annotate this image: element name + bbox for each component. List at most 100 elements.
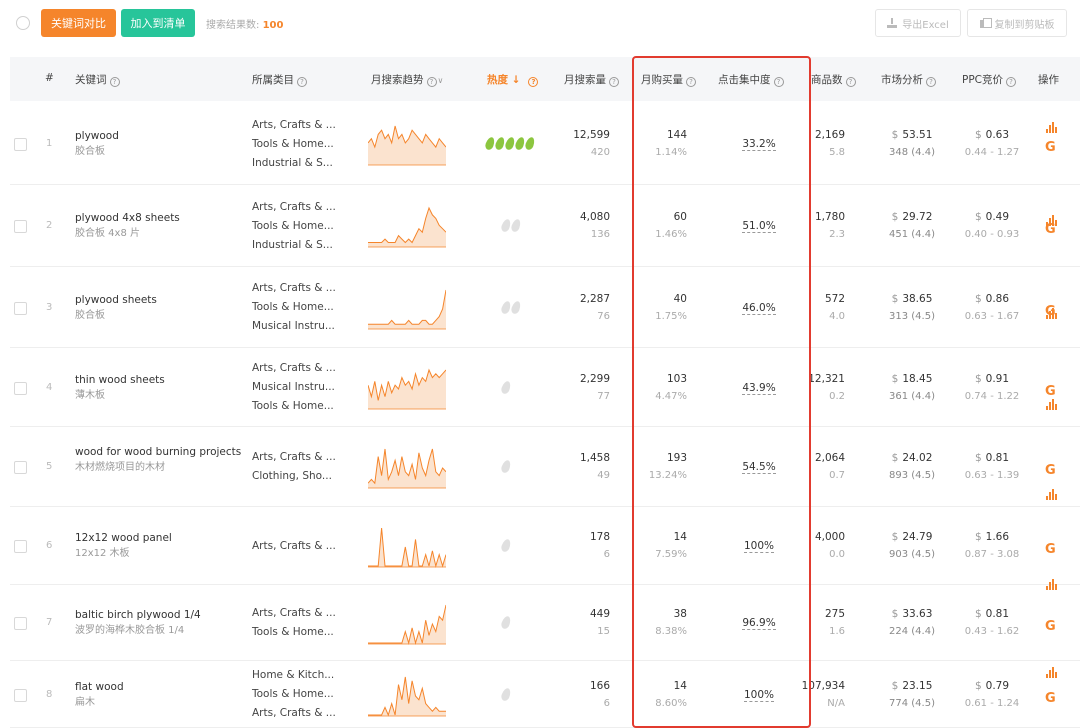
market-price[interactable]: $29.72 <box>872 209 952 226</box>
bar-chart-icon[interactable] <box>1046 579 1058 590</box>
trend-sparkline[interactable] <box>368 122 446 166</box>
header-monthly-purchase[interactable]: 月购买量? <box>641 72 696 87</box>
keyword-cell[interactable]: thin wood sheets 薄木板 <box>75 373 245 403</box>
row-checkbox[interactable] <box>14 138 27 151</box>
help-icon[interactable]: ? <box>845 77 856 87</box>
category-label[interactable]: Arts, Crafts & ... <box>252 607 336 619</box>
row-checkbox[interactable] <box>14 301 27 315</box>
bar-chart-icon[interactable] <box>1046 667 1058 678</box>
google-icon[interactable]: G <box>1045 222 1056 237</box>
bar-chart-icon[interactable] <box>1046 307 1058 319</box>
export-excel-button[interactable]: 导出Excel <box>875 9 961 37</box>
category-label[interactable]: Arts, Crafts & ... <box>252 282 336 294</box>
help-icon[interactable]: ? <box>426 77 437 87</box>
category-label[interactable]: Arts, Crafts & ... <box>252 451 336 463</box>
keyword-en[interactable]: flat wood <box>75 680 124 693</box>
click-concentration-value[interactable]: 100% <box>743 540 775 553</box>
market-price[interactable]: $53.51 <box>872 127 952 144</box>
market-price[interactable]: $38.65 <box>872 291 952 308</box>
google-icon[interactable]: G <box>1045 619 1056 634</box>
category-label[interactable]: Musical Instru... <box>252 320 335 332</box>
table-row[interactable] <box>10 427 1080 507</box>
category-label[interactable]: Home & Kitch... <box>252 669 335 681</box>
market-price[interactable]: $33.63 <box>872 606 952 623</box>
market-price[interactable]: $24.02 <box>872 450 952 467</box>
keyword-cell[interactable]: wood for wood burning projects 木材燃烧项目的木材 <box>75 445 245 475</box>
row-checkbox[interactable] <box>14 220 27 233</box>
keyword-cell[interactable]: plywood sheets 胶合板 <box>75 293 245 323</box>
bar-chart-icon[interactable] <box>1046 398 1058 410</box>
category-label[interactable]: Tools & Home... <box>252 400 334 412</box>
google-icon[interactable]: G <box>1045 690 1056 706</box>
market-price[interactable]: $23.15 <box>872 678 952 695</box>
ppc-bid[interactable]: $0.79 <box>952 678 1032 695</box>
trend-sparkline[interactable] <box>368 601 446 645</box>
table-row[interactable] <box>10 507 1080 585</box>
google-icon[interactable]: G <box>1045 383 1056 399</box>
help-icon[interactable]: ? <box>773 77 784 87</box>
category-label[interactable]: Tools & Home... <box>252 301 334 313</box>
category-label[interactable]: Arts, Crafts & ... <box>252 200 336 213</box>
keyword-cell[interactable]: baltic birch plywood 1/4 波罗的海桦木胶合板 1/4 <box>75 608 245 638</box>
category-label[interactable]: Industrial & S... <box>252 156 333 169</box>
google-icon[interactable]: G <box>1045 140 1056 155</box>
trend-sparkline[interactable] <box>368 286 446 330</box>
keyword-en[interactable]: baltic birch plywood 1/4 <box>75 609 201 621</box>
keyword-compare-button[interactable]: 关键词对比 <box>41 9 116 37</box>
trend-sparkline[interactable] <box>368 524 446 568</box>
category-label[interactable]: Arts, Crafts & ... <box>252 539 336 552</box>
copy-clipboard-button[interactable]: 复制到剪贴板 <box>967 9 1067 37</box>
table-row[interactable] <box>10 267 1080 348</box>
click-concentration-value[interactable]: 54.5% <box>742 461 776 474</box>
ppc-bid[interactable]: $0.91 <box>952 371 1032 388</box>
bar-chart-icon[interactable] <box>1046 489 1058 500</box>
ppc-bid[interactable]: $0.86 <box>952 291 1032 308</box>
row-checkbox[interactable] <box>14 617 27 630</box>
trend-sparkline[interactable] <box>368 204 446 248</box>
google-icon[interactable]: G <box>1045 463 1056 478</box>
keyword-cell[interactable]: plywood 胶合板 <box>75 129 245 159</box>
ppc-bid[interactable]: $0.81 <box>952 450 1032 467</box>
keyword-en[interactable]: plywood sheets <box>75 293 157 306</box>
market-price[interactable]: $18.45 <box>872 371 952 388</box>
ppc-bid[interactable]: $1.66 <box>952 529 1032 546</box>
google-icon[interactable]: G <box>1045 542 1056 557</box>
trend-sparkline[interactable] <box>368 673 446 717</box>
ppc-bid[interactable]: $0.63 <box>952 127 1032 144</box>
bar-chart-icon[interactable] <box>1046 122 1058 133</box>
ppc-bid[interactable]: $0.49 <box>952 209 1032 226</box>
keyword-en[interactable]: wood for wood burning projects <box>75 446 242 458</box>
click-concentration-value[interactable]: 43.9% <box>742 381 776 395</box>
header-ppc[interactable]: PPC竞价? <box>962 72 1016 87</box>
help-icon[interactable]: ? <box>528 77 539 87</box>
row-checkbox[interactable] <box>14 381 27 395</box>
bar-chart-icon[interactable] <box>1046 215 1058 226</box>
help-icon[interactable]: ? <box>686 77 696 87</box>
category-label[interactable]: Arts, Crafts & ... <box>252 118 336 131</box>
header-product-count[interactable]: 商品数? <box>811 72 856 87</box>
keyword-en[interactable]: plywood <box>75 130 119 142</box>
help-icon[interactable]: ? <box>1006 77 1016 87</box>
row-checkbox[interactable] <box>14 461 27 474</box>
header-trend[interactable]: 月搜索趋势? ∨ <box>371 72 443 87</box>
google-icon[interactable]: G <box>1045 303 1056 319</box>
ppc-bid[interactable]: $0.81 <box>952 606 1032 623</box>
header-keyword[interactable]: 关键词? <box>75 72 120 87</box>
click-concentration-value[interactable]: 100% <box>743 688 775 702</box>
click-concentration-value[interactable]: 46.0% <box>742 301 776 315</box>
keyword-cell[interactable]: plywood 4x8 sheets 胶合板 4x8 片 <box>75 211 245 241</box>
category-label[interactable]: Arts, Crafts & ... <box>252 707 336 719</box>
header-category[interactable]: 所属类目? <box>252 72 307 87</box>
chevron-down-icon[interactable]: ∨ <box>437 76 444 85</box>
category-label[interactable]: Clothing, Sho... <box>252 470 332 482</box>
category-label[interactable]: Arts, Crafts & ... <box>252 362 336 374</box>
category-label[interactable]: Tools & Home... <box>252 219 334 232</box>
add-to-list-button[interactable]: 加入到清单 <box>121 9 195 37</box>
header-click-concentration[interactable]: 点击集中度? <box>718 72 784 87</box>
trend-sparkline[interactable] <box>368 366 446 410</box>
help-icon[interactable]: ? <box>926 77 936 87</box>
table-row[interactable] <box>10 103 1080 185</box>
market-price[interactable]: $24.79 <box>872 529 952 546</box>
table-row[interactable] <box>10 585 1080 661</box>
click-concentration-value[interactable]: 51.0% <box>742 220 776 233</box>
